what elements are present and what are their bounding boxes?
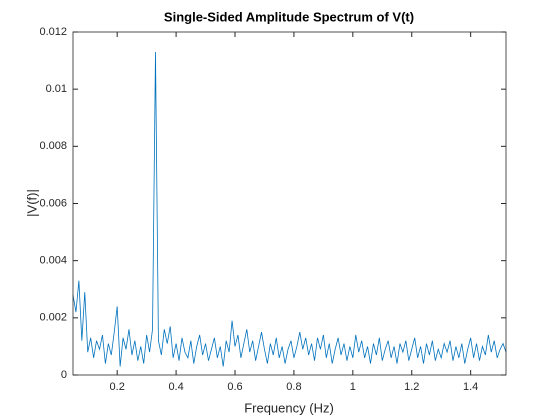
y-tick-label: 0.004 [39, 255, 67, 267]
x-tick-label: 0.8 [286, 381, 301, 393]
line-series [72, 52, 507, 367]
x-axis-label: Frequency (Hz) [244, 400, 334, 415]
y-axis-label: |V(f)| [24, 189, 39, 217]
y-tick-label: 0 [61, 369, 67, 381]
chart-title: Single-Sided Amplitude Spectrum of V(t) [164, 9, 414, 24]
y-tick-label: 0.012 [39, 26, 67, 38]
axes-box [72, 31, 507, 376]
x-tick-label: 0.2 [110, 381, 125, 393]
y-tick-label: 0.008 [39, 140, 67, 152]
x-tick-label: 0.4 [168, 381, 183, 393]
x-tick-label: 1.2 [404, 381, 419, 393]
y-tick-label: 0.01 [46, 83, 67, 95]
y-tick-label: 0.006 [39, 197, 67, 209]
x-tick-label: 1 [350, 381, 356, 393]
x-tick-label: 1.4 [463, 381, 478, 393]
x-tick-label: 0.6 [227, 381, 242, 393]
y-tick-label: 0.002 [39, 312, 67, 324]
